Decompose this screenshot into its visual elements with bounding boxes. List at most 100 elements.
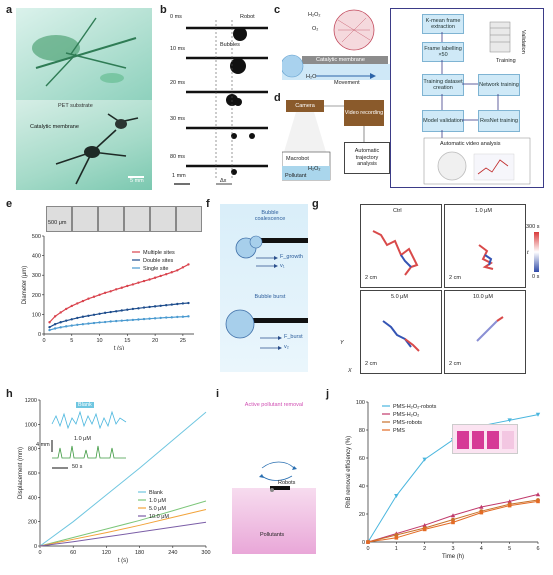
panel-label-d: d (274, 92, 281, 104)
data-point (120, 319, 123, 322)
data-point (53, 315, 57, 318)
data-point (109, 290, 112, 293)
data-point (103, 311, 107, 315)
inset-blank-label: Blank (76, 402, 94, 408)
bubble-thumb-3 (98, 206, 124, 232)
o2-label-c: O₂ (312, 26, 319, 32)
data-point (81, 323, 85, 326)
data-point (120, 309, 123, 312)
data-point (76, 323, 79, 326)
data-point (92, 295, 96, 298)
cbar-top: 300 s (526, 224, 540, 230)
data-point (422, 457, 427, 462)
panel-label-h: h (6, 388, 13, 400)
data-point (59, 326, 62, 329)
y-tick-label: 600 (28, 471, 37, 477)
panel-label-i: i (216, 388, 220, 400)
data-point (131, 318, 135, 322)
validation-label: Validation (520, 30, 526, 54)
data-point (148, 278, 151, 281)
data-point (76, 316, 79, 320)
data-point (126, 308, 129, 311)
panel-a-photo-top (16, 8, 152, 100)
data-point (65, 307, 68, 311)
data-point (109, 310, 112, 314)
y-tick-label: 100 (32, 312, 41, 318)
data-point (142, 279, 146, 283)
data-point (53, 323, 57, 326)
legend-entry: Multiple sites (143, 250, 175, 256)
series-line-0 (39, 411, 207, 547)
data-point (92, 313, 96, 316)
data-point (394, 536, 399, 540)
panel-label-c: c (274, 4, 281, 16)
catalytic-membrane-label: Catalytic membrane (30, 124, 79, 130)
data-point (176, 269, 179, 272)
y-tick-label: 100 (356, 400, 365, 406)
bubble-thumb-5 (150, 206, 176, 232)
data-point (451, 520, 455, 525)
robot-circulation-icon (259, 461, 297, 492)
pet-substrate-label: PET substrate (58, 103, 93, 109)
data-point (48, 321, 51, 324)
y-tick-label: 0 (34, 544, 37, 550)
panel-label-j: j (326, 388, 330, 400)
data-point (65, 319, 68, 322)
data-point (87, 297, 90, 300)
macrobot-label: Macrobot (286, 156, 309, 162)
data-point (142, 317, 146, 321)
delta-x-label: Δx (220, 178, 227, 184)
panel-e-thumbnails: 500 μm (46, 206, 206, 232)
x-tick-label: 5 (508, 546, 511, 552)
data-point (507, 503, 512, 508)
data-point (137, 281, 140, 284)
auto-video-label: Automatic video analysis (440, 141, 501, 147)
bubble-force-diagram (225, 235, 308, 350)
inset-traces (51, 410, 127, 469)
data-point (153, 276, 157, 279)
time-colorbar (534, 232, 539, 272)
data-point (115, 319, 118, 323)
data-point (507, 499, 512, 504)
auto-trajectory-box: Automatic trajectory analysis (344, 142, 390, 174)
panel-label-a: a (6, 4, 13, 16)
panel-label-f: f (206, 198, 210, 210)
axis-x-label: X (348, 368, 352, 374)
data-point (87, 322, 90, 325)
step-resnet: ResNet training (478, 110, 520, 132)
data-point (422, 527, 427, 532)
bubbles-label: Bubbles (220, 42, 240, 48)
fgrowth-label: F_growth (280, 254, 303, 260)
y-tick-label: 1000 (25, 422, 37, 428)
y-tick-label: 400 (32, 254, 41, 260)
step-network: Network training (478, 74, 520, 96)
bubble-thumb-2 (72, 206, 98, 232)
panel-label-e: e (6, 198, 13, 210)
y-axis-label: RhB removal efficiency (%) (346, 436, 352, 508)
data-point (137, 318, 140, 321)
panel-b-sequence: 0 ms 10 ms 20 ms 30 ms 80 ms Robot Bubbl… (168, 14, 268, 190)
pollutant-label: Pollutant (285, 173, 307, 179)
x-axis-label: Time (h) (442, 554, 464, 560)
bubble-thumb-4 (124, 206, 150, 232)
x-axis-label: t (s) (114, 346, 124, 350)
traj-10um: 10.0 μM 2 cm (444, 290, 526, 374)
y-tick-label: 800 (28, 447, 37, 453)
time-20ms: 20 ms (170, 80, 185, 86)
data-point (450, 513, 456, 518)
pollutants-label: Pollutants (260, 532, 285, 538)
y-tick-label: 0 (362, 540, 365, 546)
y-tick-label: 400 (28, 495, 37, 501)
data-point (103, 320, 107, 324)
training-label: Training (496, 58, 516, 64)
data-point (70, 318, 73, 321)
y-tick-label: 200 (32, 293, 41, 299)
data-point (535, 492, 541, 497)
time-0ms: 0 ms (170, 14, 182, 20)
legend-entry: 5.0 μM (149, 506, 166, 512)
data-point (115, 288, 118, 291)
data-point (181, 266, 185, 269)
y-tick-label: 20 (359, 512, 365, 518)
panel-h-inset: Blank 1.0 μM 4 mm 50 s (36, 402, 128, 472)
water-strider-robot-icon (32, 17, 137, 87)
